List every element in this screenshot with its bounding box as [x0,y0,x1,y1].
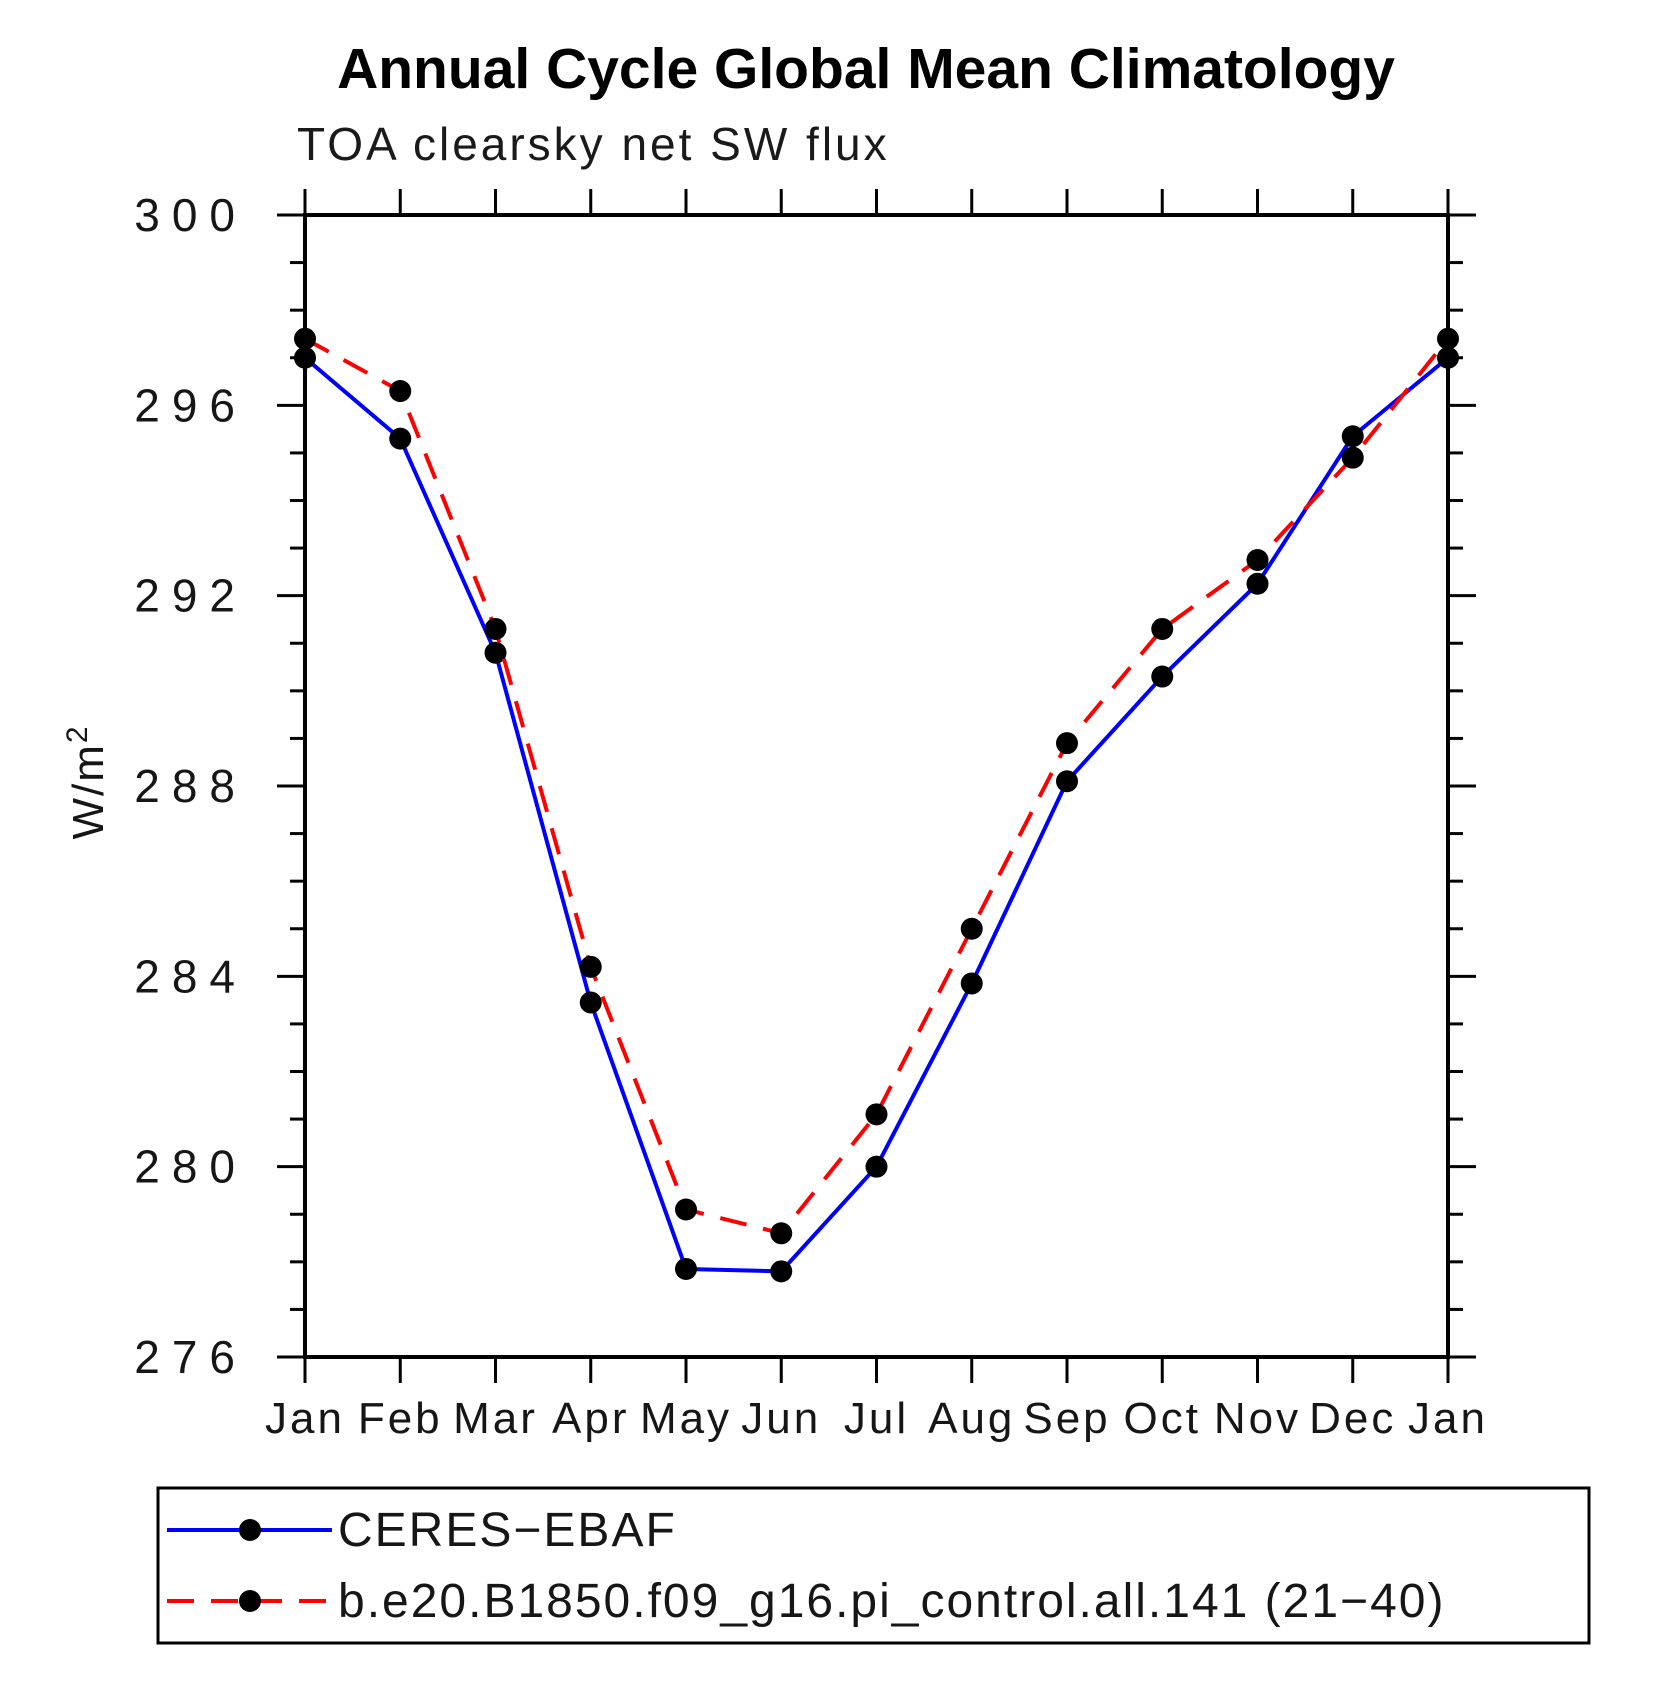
x-tick-label: Feb [358,1394,443,1443]
x-tick-label: Dec [1309,1394,1396,1443]
x-tick-label: May [640,1394,732,1443]
data-point [865,1103,888,1126]
y-tick-label: 296 [134,379,247,431]
data-point [484,641,507,664]
data-point [294,346,316,369]
x-tick-label: Jan [1408,1394,1488,1443]
data-point [389,380,412,403]
data-point [1246,548,1269,571]
y-tick-label: 280 [134,1141,247,1193]
y-tick-label: 292 [134,570,247,622]
data-point [484,617,507,640]
data-point [1246,572,1269,595]
data-point [579,955,602,978]
x-tick-label: Aug [928,1394,1015,1443]
series-lines [294,327,1459,1283]
y-axis: 276 280 284 288 292 296 300 [134,189,1476,1383]
chart-subtitle: TOA clearsky net SW flux [297,118,890,170]
x-tick-label: Sep [1023,1394,1110,1443]
y-tick-label: 300 [134,189,247,241]
legend: CERES−EBAF b.e20.B1850.f09_g16.pi_contro… [156,1486,1591,1645]
data-point [579,991,602,1014]
data-point [770,1260,793,1283]
x-tick-label: Jan [265,1394,345,1443]
plot-area [303,213,1450,1359]
data-point [1341,425,1364,448]
data-point [1437,327,1459,350]
chart-title: Annual Cycle Global Mean Climatology [337,37,1395,101]
x-tick-label: Jun [741,1394,821,1443]
x-tick-label: Mar [453,1394,538,1443]
y-tick-label: 288 [134,760,247,812]
data-point [1151,617,1174,640]
plot-frame [303,213,1450,1359]
series-line-1 [304,336,1450,1236]
data-point [1056,770,1078,793]
data-point [1437,346,1459,369]
data-point [1151,665,1174,688]
y-tick-label: 284 [134,950,247,1002]
series-line-0 [303,356,1450,1274]
y-tick-label: 276 [134,1331,247,1383]
data-point [1056,732,1078,755]
data-point [294,327,316,350]
x-tick-label: Jul [844,1394,909,1443]
x-tick-label: Apr [552,1394,629,1443]
x-axis: Jan Feb Mar Apr May Jun Jul Aug Sep Oct Nov Dec Jan [265,189,1488,1443]
legend-box [156,1486,1591,1645]
data-point [960,917,983,940]
data-point [865,1155,888,1178]
legend-label-model: b.e20.B1850.f09_g16.pi_control.all.141 (… [338,1575,1445,1628]
data-point [960,972,983,995]
x-tick-label: Nov [1214,1394,1301,1443]
legend-sample-marker-0 [239,1519,261,1541]
legend-label-ceres: CERES−EBAF [338,1504,677,1557]
legend-line-samples [167,1519,332,1612]
y-axis-title: W/m2 [61,724,113,839]
data-point [389,427,412,450]
x-tick-label: Oct [1124,1394,1201,1443]
data-point [770,1222,793,1245]
data-point [675,1198,697,1221]
data-point [675,1257,697,1280]
data-point [1341,446,1364,469]
legend-sample-marker-1 [239,1590,261,1612]
